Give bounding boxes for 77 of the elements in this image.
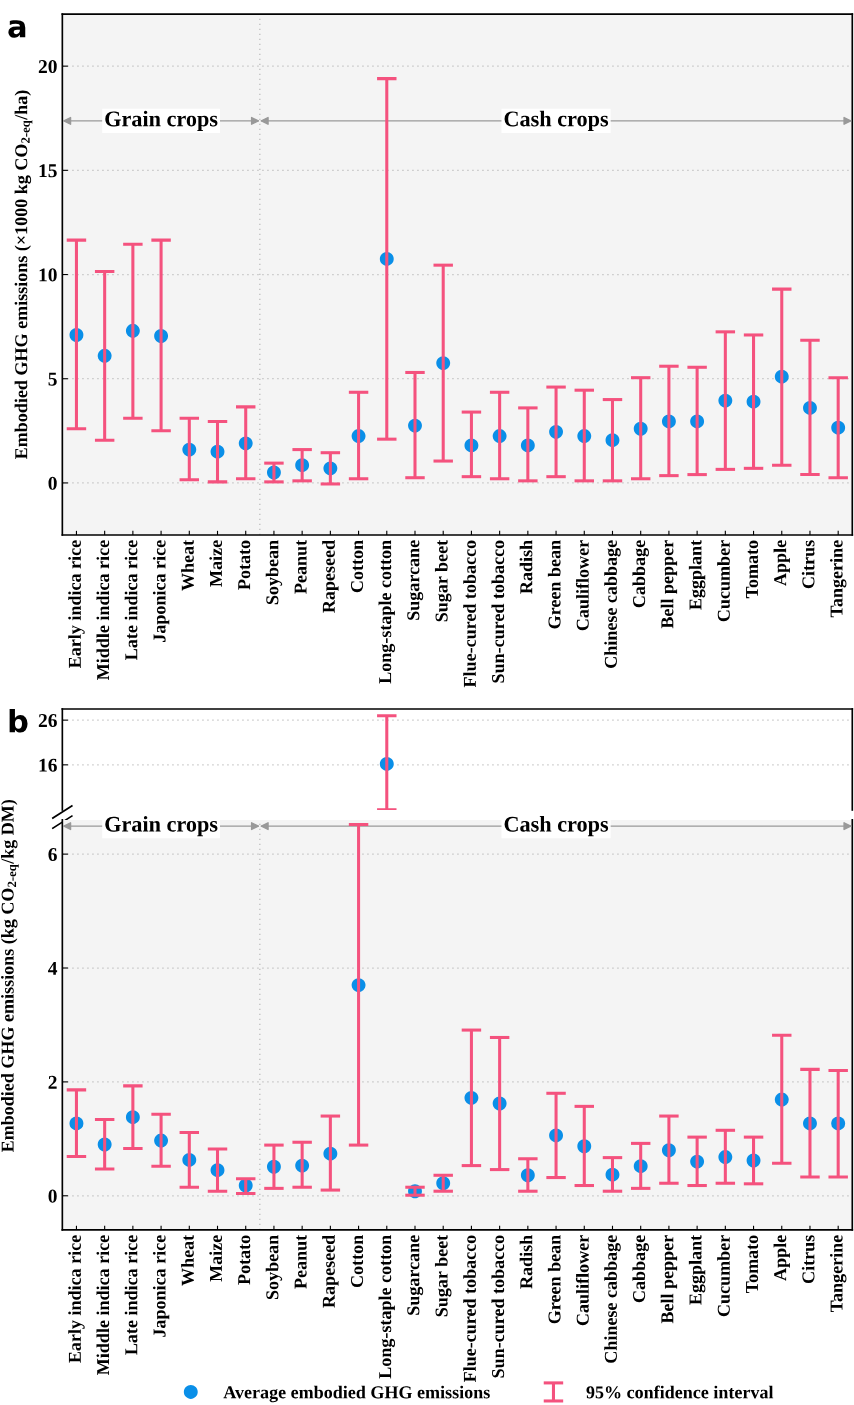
- x-tick-label: Citrus: [801, 540, 815, 589]
- x-tick-label: Sugarcane: [407, 1235, 424, 1315]
- y-tick-label: 2: [48, 1075, 57, 1089]
- x-tick-label: Potato: [238, 1235, 251, 1285]
- x-tick-label: Tomato: [746, 1235, 759, 1294]
- x-tick-label: Chinese cabbage: [604, 1235, 621, 1363]
- x-tick-label: Cabbage: [632, 540, 649, 608]
- x-tick-label: Long-staple cotton: [378, 540, 396, 684]
- x-tick-label: Late indica rice: [124, 1235, 138, 1355]
- x-tick-label: Cucumber: [717, 540, 730, 622]
- band-label: Grain crops: [105, 816, 218, 837]
- x-tick-label: Cabbage: [632, 1235, 649, 1303]
- chart-title: a: [8, 20, 26, 38]
- x-tick-label: Sun-cured tobacco: [491, 1235, 505, 1378]
- x-tick-label: Long-staple cotton: [378, 1235, 396, 1379]
- x-tick-label: Sugar beet: [434, 539, 452, 622]
- text: 95% confidence interval: [586, 1385, 774, 1399]
- x-tick-label: Rapeseed: [322, 540, 339, 613]
- x-tick-label: Eggplant: [688, 1234, 706, 1305]
- x-tick-label: Flue-cured tobacco: [463, 1235, 476, 1383]
- x-tick-label: Tangerine: [829, 1235, 847, 1313]
- x-tick-label: Sugar beet: [434, 1234, 452, 1317]
- y-tick-label: 10: [39, 268, 57, 282]
- x-tick-label: Radish: [519, 540, 533, 594]
- x-tick-label: Apple: [773, 1235, 790, 1281]
- x-tick-label: Eggplant: [688, 539, 706, 610]
- band-label: Cash crops: [504, 816, 609, 837]
- x-tick-label: Apple: [773, 540, 790, 586]
- y-tick-label: 16: [39, 758, 57, 772]
- x-tick-label: Cauliflower: [575, 1235, 589, 1326]
- x-tick-label: Green bean: [547, 540, 561, 629]
- x-tick-label: Sun-cured tobacco: [491, 540, 505, 683]
- x-tick-label: Soybean: [265, 540, 283, 605]
- y-tick-label: 4: [48, 961, 58, 975]
- x-tick-label: Peanut: [294, 539, 307, 594]
- y-tick-label: 0: [48, 1189, 57, 1203]
- x-tick-label: Cauliflower: [575, 540, 589, 631]
- y-tick-label: 15: [39, 164, 57, 178]
- x-tick-label: Rapeseed: [322, 1235, 339, 1308]
- x-tick-label: Maize: [209, 540, 223, 587]
- x-tick-label: Peanut: [294, 1234, 307, 1289]
- x-tick-label: Tomato: [746, 540, 759, 599]
- x-tick-label: Wheat: [181, 539, 194, 591]
- legend-label: Average embodied GHG emissions: [223, 1385, 490, 1403]
- y-tick-label: 26: [38, 714, 57, 728]
- x-tick-label: Maize: [209, 1235, 223, 1282]
- x-tick-label: Soybean: [265, 1235, 283, 1300]
- band-label: Grain crops: [105, 110, 218, 131]
- chart-title: b: [9, 708, 28, 733]
- x-tick-label: Wheat: [181, 1234, 194, 1286]
- x-tick-label: Flue-cured tobacco: [463, 540, 476, 688]
- x-tick-label: Early indica rice: [68, 540, 85, 668]
- x-tick-label: Bell pepper: [660, 1235, 678, 1324]
- x-tick-label: Citrus: [801, 1235, 815, 1284]
- x-tick-label: Green bean: [547, 1235, 561, 1324]
- x-tick-label: Potato: [238, 540, 251, 590]
- y-tick-label: 5: [48, 372, 57, 386]
- x-tick-label: Japonica rice: [152, 540, 170, 642]
- x-tick-label: Cotton: [350, 540, 364, 593]
- band-label: Cash crops: [504, 110, 609, 131]
- x-tick-label: Chinese cabbage: [604, 540, 621, 668]
- x-tick-label: Radish: [519, 1235, 533, 1289]
- x-tick-label: Sugarcane: [407, 540, 424, 620]
- y-tick-label: 0: [48, 476, 57, 490]
- y-tick-label: 20: [38, 59, 57, 74]
- x-tick-label: Cotton: [350, 1235, 364, 1288]
- x-tick-label: Early indica rice: [68, 1235, 85, 1363]
- x-tick-label: Middle indica rice: [96, 540, 110, 680]
- x-tick-label: Tangerine: [829, 540, 847, 618]
- y-tick-label: 6: [48, 847, 57, 862]
- x-tick-label: Late indica rice: [124, 540, 138, 660]
- y-axis-title: Embodied GHG emissions (×1000 kg CO$_{2-eq}$/ha): [14, 90, 33, 460]
- x-tick-label: Japonica rice: [152, 1235, 170, 1337]
- y-axis-title: Embodied GHG emissions (kg CO$_{2-eq}$/kg DM): [1, 799, 19, 1153]
- x-tick-label: Bell pepper: [660, 540, 678, 629]
- x-tick-label: Middle indica rice: [96, 1235, 110, 1375]
- x-tick-label: Cucumber: [717, 1235, 730, 1317]
